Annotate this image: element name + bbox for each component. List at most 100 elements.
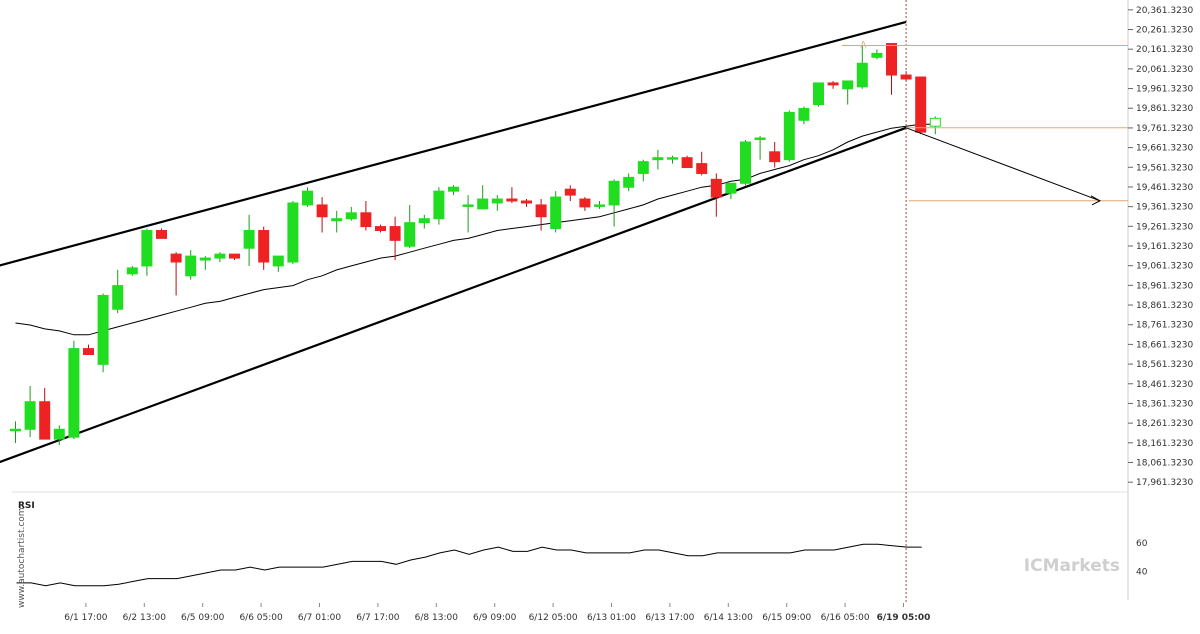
moving-average-line [15,123,936,336]
candle-body [667,157,678,160]
x-tick-label: 6/13 17:00 [645,613,694,623]
x-tick-label: 6/7 01:00 [298,613,342,623]
candle-body [564,188,576,196]
forecast-arrow-head [1090,195,1102,206]
candle-body [769,151,781,163]
channel-line-lower [0,126,907,464]
candle-body [521,200,532,204]
candle-body [579,198,591,208]
x-tick-label: 6/12 05:00 [529,613,578,623]
x-tick-label: 6/5 09:00 [181,613,225,623]
channel-line-upper [0,20,907,267]
y-tick-label: 19,861.3230 [1136,104,1194,114]
candle-body [623,176,635,188]
candle-body [214,253,226,259]
candle-body [550,196,562,230]
candle-body [331,218,343,222]
candle-body [156,230,167,239]
candle-body [170,253,182,263]
candle-body [141,230,153,267]
y-tick-label: 18,661.3230 [1136,340,1194,350]
side-watermark: www.autochartist.com [17,507,27,608]
y-tick-label: 18,461.3230 [1136,380,1194,390]
candle-body [375,226,386,232]
x-tick-label: 6/1 17:00 [64,613,108,623]
candle-body [506,198,518,202]
rsi-tick-label: 60 [1136,539,1148,549]
candle-body [404,222,416,247]
candle-body [915,76,927,133]
candle-body [302,190,313,206]
rsi-line [16,543,922,587]
y-tick-label: 18,061.3230 [1136,458,1194,468]
candle-body [783,111,795,161]
candle-body [740,141,751,184]
levels-layer: A [841,0,1128,604]
pattern-point-label: A [860,41,867,51]
y-tick-label: 19,161.3230 [1136,242,1194,252]
candle-body [813,82,824,106]
candle-body [637,161,649,174]
candle-body [360,212,372,228]
x-tick-label: 6/2 13:00 [123,613,167,623]
candle-body [126,267,138,275]
y-tick-label: 18,161.3230 [1136,439,1194,449]
candle-body [594,204,605,207]
candle-body [185,255,197,277]
y-axis: 20,361.3230 20,261.3230 20,161.3230 20,061.… [1128,6,1194,488]
candle-body [258,230,270,263]
candle-body [681,157,693,169]
y-tick-label: 19,361.3230 [1136,203,1194,213]
candle-body [608,180,620,206]
x-axis: 6/1 17:00 6/2 13:00 6/5 09:00 6/6 05:00 6/7 … [64,603,930,623]
candle-body [389,226,401,241]
x-tick-label: 6/19 05:00 [877,613,931,623]
candle-body [53,428,65,440]
y-tick-label: 19,261.3230 [1136,222,1194,232]
y-tick-label: 19,061.3230 [1136,262,1194,272]
rsi-label: RSI [18,501,35,511]
x-tick-label: 6/15 09:00 [762,613,811,623]
candle-body [754,137,766,141]
y-tick-label: 20,061.3230 [1136,65,1194,75]
y-tick-label: 19,761.3230 [1136,124,1194,134]
candle-body [316,204,328,218]
candle-body [929,117,941,127]
y-tick-label: 20,261.3230 [1136,26,1194,36]
candle-body [83,348,94,356]
rsi-tick-label: 40 [1136,567,1148,577]
candle-body [462,204,474,207]
y-tick-label: 19,561.3230 [1136,163,1194,173]
forecast-arrow-line [905,127,1101,202]
y-tick-label: 20,361.3230 [1136,6,1194,16]
candle-body [418,218,430,224]
candle-body [243,230,255,249]
brand-layer: ICMarkets www.autochartist.com [17,507,1120,608]
candle-body [827,82,839,86]
candle-body [725,182,737,194]
y-tick-label: 18,761.3230 [1136,321,1194,331]
channel-layer [0,20,907,464]
candle-body [696,163,708,174]
candle-body [97,294,109,365]
candle-body [448,186,459,192]
candle-body [24,401,36,430]
candle-body [856,62,868,88]
candle-body [229,253,240,259]
candle-body [272,255,284,267]
y-tick-label: 18,961.3230 [1136,281,1194,291]
y-tick-label: 18,561.3230 [1136,360,1194,370]
y-tick-label: 19,461.3230 [1136,183,1194,193]
y-tick-label: 19,661.3230 [1136,144,1194,154]
x-tick-label: 6/7 17:00 [356,613,400,623]
y-tick-label: 18,861.3230 [1136,301,1194,311]
candle-body [710,178,722,198]
candles-layer [10,43,941,446]
x-tick-label: 6/14 13:00 [704,613,753,623]
candle-body [345,212,357,220]
y-tick-label: 18,361.3230 [1136,399,1194,409]
candle-body [287,202,299,263]
candle-body [68,348,80,438]
x-tick-label: 6/16 05:00 [821,613,870,623]
candle-body [886,43,897,76]
